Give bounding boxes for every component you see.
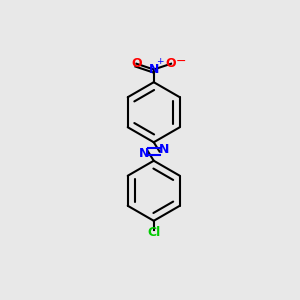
Text: N: N xyxy=(139,147,149,160)
Text: O: O xyxy=(131,57,142,70)
Text: N: N xyxy=(148,63,159,76)
Text: N: N xyxy=(158,143,169,156)
Text: +: + xyxy=(157,57,164,66)
Text: −: − xyxy=(176,55,187,68)
Text: O: O xyxy=(166,57,176,70)
Text: Cl: Cl xyxy=(147,226,160,239)
